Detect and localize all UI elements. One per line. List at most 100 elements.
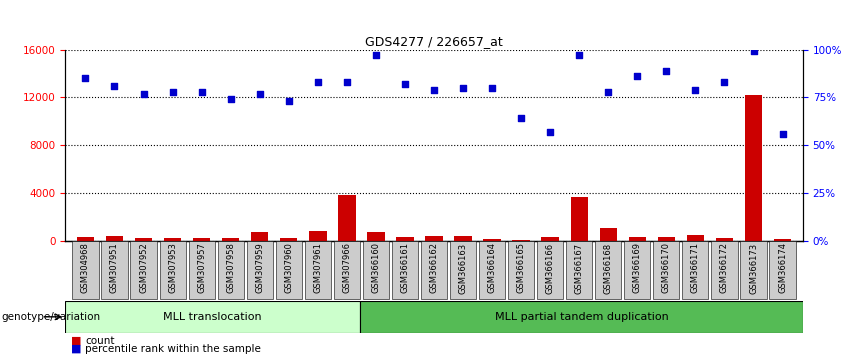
Text: GSM366167: GSM366167 — [575, 242, 584, 293]
Bar — [160, 241, 186, 299]
Bar — [65, 301, 360, 333]
Point — [514, 115, 528, 121]
Bar — [247, 241, 273, 299]
Point — [718, 79, 732, 85]
Bar — [222, 238, 240, 241]
Point — [427, 87, 441, 92]
Bar — [570, 196, 588, 241]
Text: GSM366163: GSM366163 — [458, 242, 468, 293]
Text: GSM366168: GSM366168 — [604, 242, 613, 293]
Bar — [135, 238, 152, 241]
Text: GSM366160: GSM366160 — [372, 242, 380, 293]
Text: MLL translocation: MLL translocation — [163, 312, 262, 322]
Text: GSM366173: GSM366173 — [749, 242, 758, 293]
Point — [166, 89, 180, 95]
Text: GSM307961: GSM307961 — [313, 242, 322, 293]
Bar — [770, 241, 796, 299]
Bar — [130, 241, 156, 299]
Bar — [479, 241, 505, 299]
Text: MLL partial tandem duplication: MLL partial tandem duplication — [495, 312, 668, 322]
Bar — [363, 241, 389, 299]
Text: GSM304968: GSM304968 — [81, 242, 90, 293]
Text: GSM307957: GSM307957 — [197, 242, 206, 293]
Bar — [745, 95, 762, 241]
Text: GSM366162: GSM366162 — [430, 242, 438, 293]
Point — [572, 52, 586, 58]
Bar — [425, 236, 443, 241]
Bar — [454, 236, 472, 241]
Point — [282, 98, 296, 104]
Text: GSM366166: GSM366166 — [546, 242, 555, 293]
Point — [456, 85, 470, 91]
Point — [398, 81, 412, 87]
Point — [746, 48, 760, 54]
Bar — [251, 232, 268, 241]
Bar — [566, 241, 592, 299]
Text: GSM307952: GSM307952 — [139, 242, 148, 293]
Bar — [687, 235, 704, 241]
Bar — [164, 238, 181, 241]
Text: GSM307966: GSM307966 — [342, 242, 352, 293]
Bar — [542, 236, 559, 241]
Bar — [658, 237, 675, 241]
Point — [108, 83, 122, 89]
Bar — [774, 239, 792, 241]
Bar — [218, 241, 244, 299]
Point — [311, 79, 325, 85]
Text: GSM366169: GSM366169 — [633, 242, 641, 293]
Text: percentile rank within the sample: percentile rank within the sample — [85, 344, 261, 354]
Text: GSM366170: GSM366170 — [662, 242, 671, 293]
Point — [602, 89, 615, 95]
Point — [253, 91, 266, 96]
Text: ■: ■ — [71, 335, 82, 346]
Bar — [740, 241, 766, 299]
Bar — [339, 195, 356, 241]
Bar — [537, 241, 563, 299]
Bar — [628, 237, 646, 241]
Bar — [624, 241, 650, 299]
Text: GSM366171: GSM366171 — [691, 242, 700, 293]
Point — [543, 129, 557, 135]
Text: GSM366164: GSM366164 — [488, 242, 496, 293]
Text: GSM307951: GSM307951 — [110, 242, 119, 293]
Point — [194, 89, 208, 95]
Text: genotype/variation: genotype/variation — [2, 312, 101, 322]
Bar — [654, 241, 680, 299]
Bar — [106, 236, 123, 241]
Bar — [102, 241, 128, 299]
Bar — [421, 241, 447, 299]
Bar — [712, 241, 738, 299]
Bar — [450, 241, 477, 299]
Text: GSM366172: GSM366172 — [720, 242, 729, 293]
Bar — [483, 239, 501, 241]
Bar — [391, 241, 418, 299]
Point — [485, 85, 499, 91]
Bar — [193, 238, 210, 241]
Text: GSM307958: GSM307958 — [227, 242, 235, 293]
Text: GSM307960: GSM307960 — [284, 242, 293, 293]
Point — [78, 75, 92, 81]
Text: GSM307959: GSM307959 — [255, 242, 264, 293]
Text: count: count — [85, 336, 115, 346]
Bar — [360, 301, 803, 333]
Point — [136, 91, 150, 96]
Bar — [595, 241, 621, 299]
Bar — [600, 228, 617, 241]
Bar — [280, 238, 298, 241]
Point — [630, 74, 644, 79]
Point — [776, 131, 790, 137]
Title: GDS4277 / 226657_at: GDS4277 / 226657_at — [365, 35, 503, 48]
Bar — [396, 237, 414, 241]
Bar — [309, 231, 326, 241]
Bar — [276, 241, 302, 299]
Bar — [508, 241, 534, 299]
Text: ■: ■ — [71, 343, 82, 353]
Point — [660, 68, 674, 73]
Point — [688, 87, 702, 92]
Point — [340, 79, 354, 85]
Text: GSM366165: GSM366165 — [516, 242, 526, 293]
Bar — [367, 232, 385, 241]
Bar — [716, 238, 733, 241]
Text: GSM366161: GSM366161 — [400, 242, 410, 293]
Bar — [682, 241, 708, 299]
